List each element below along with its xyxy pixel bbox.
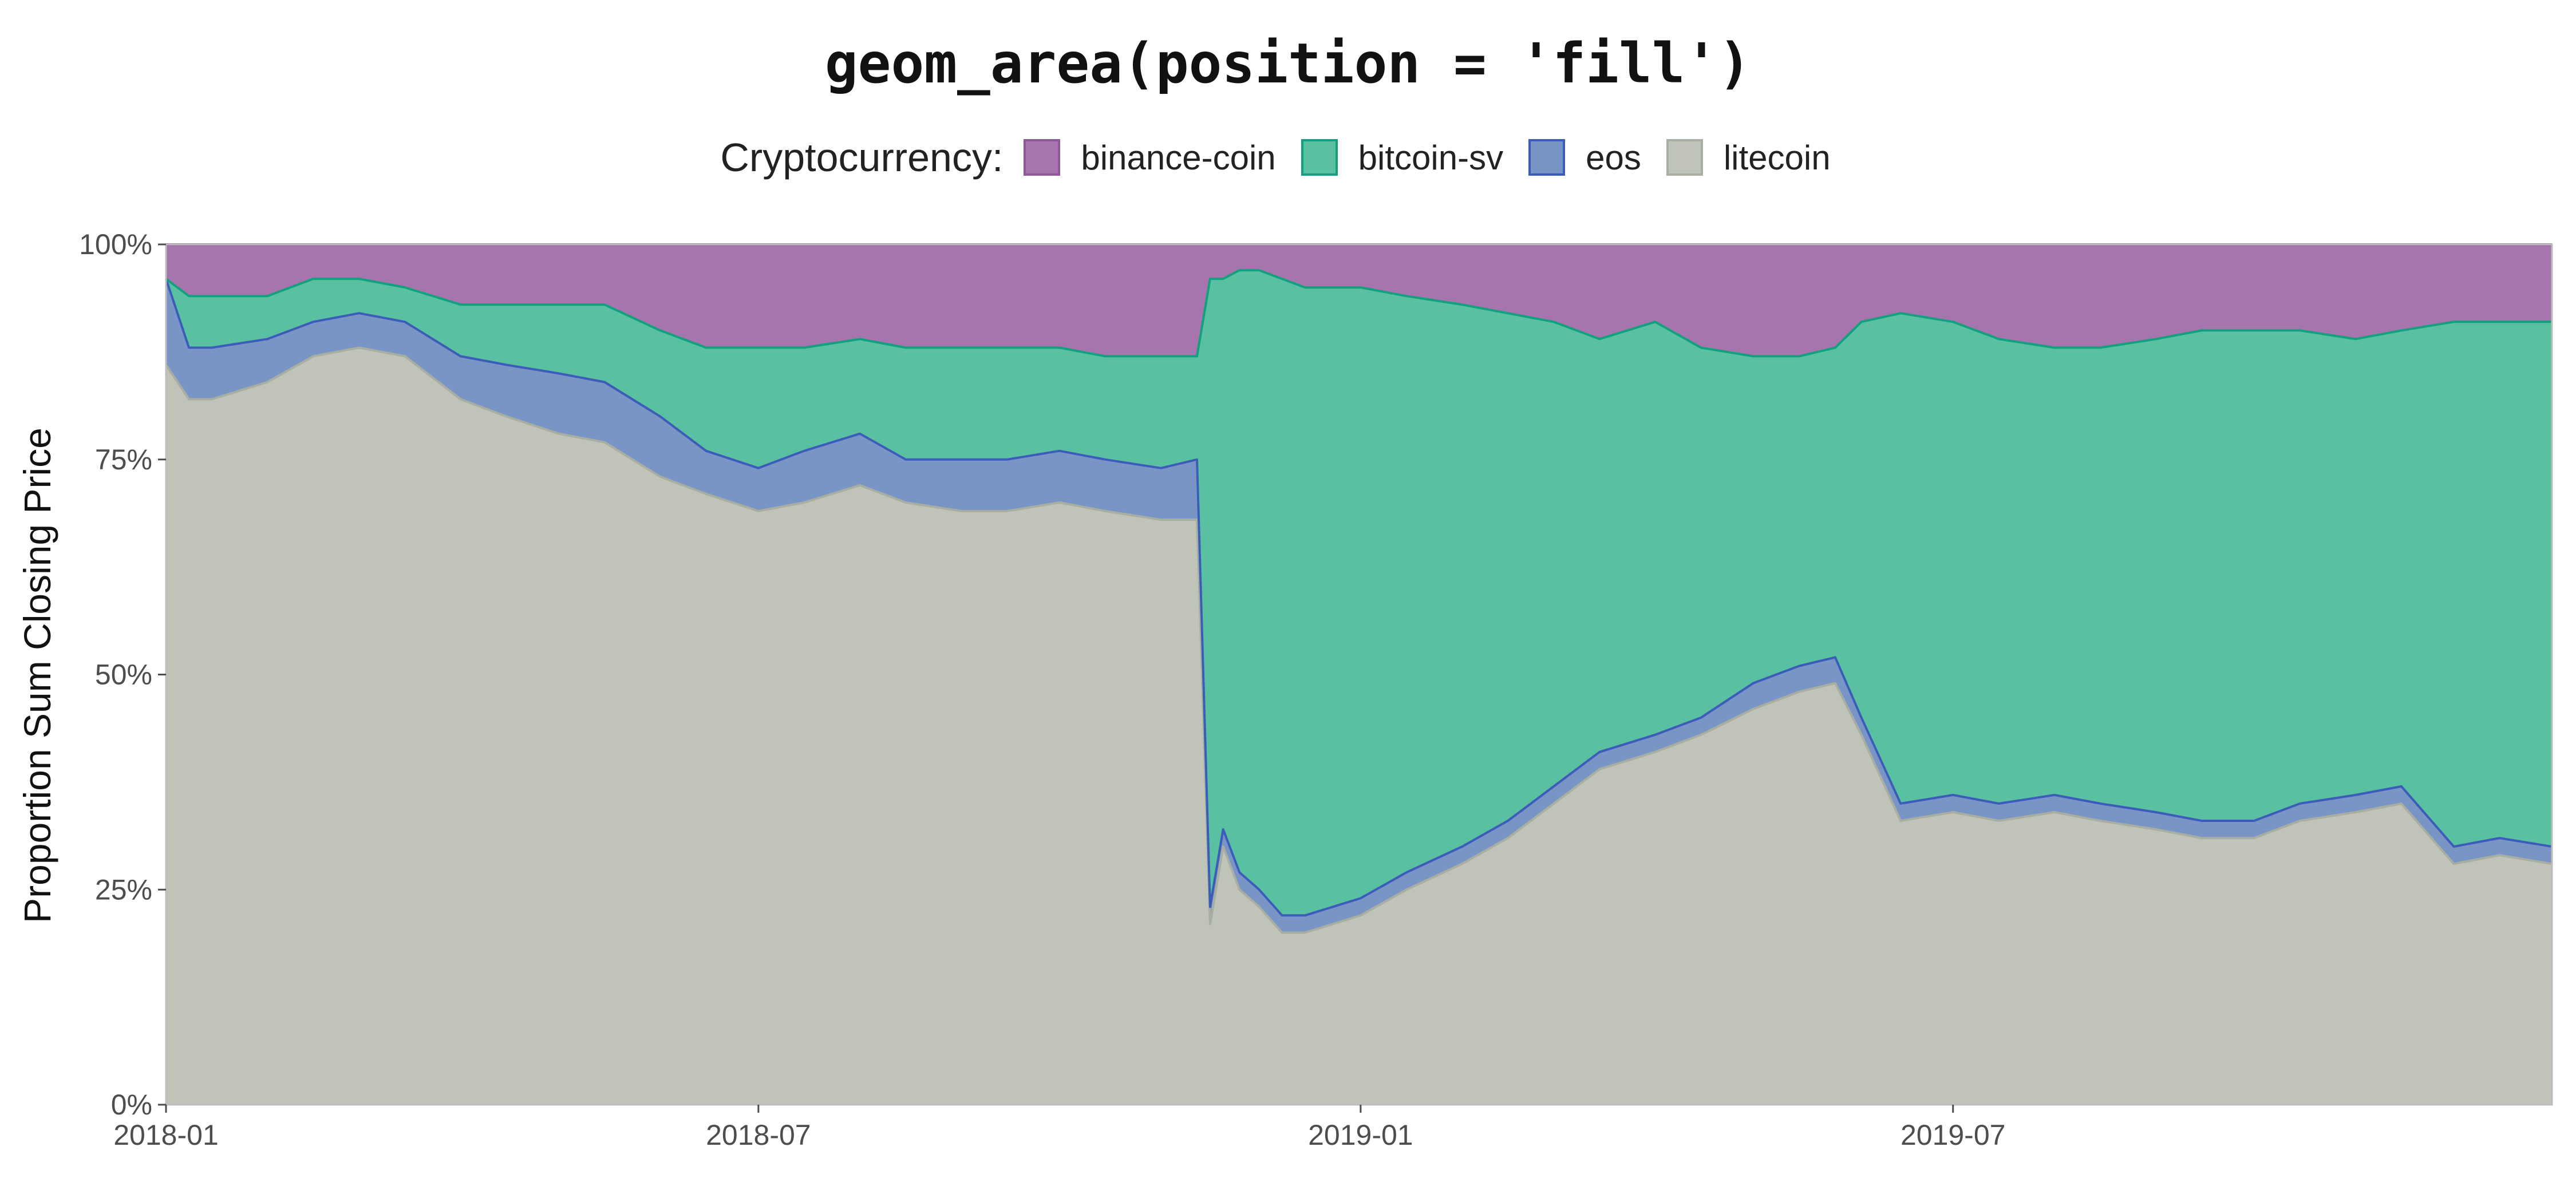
x-tick-label: 2018-07 xyxy=(706,1119,811,1151)
y-axis-label: Proportion Sum Closing Price xyxy=(16,428,58,923)
legend-label-bitcoin-sv: bitcoin-sv xyxy=(1358,138,1504,177)
y-tick-label: 25% xyxy=(95,873,152,906)
y-tick-label: 50% xyxy=(95,659,152,691)
series-line-litecoin xyxy=(165,346,2553,934)
legend-key-litecoin xyxy=(1666,139,1703,176)
y-tick-label: 0% xyxy=(111,1089,152,1121)
legend: Cryptocurrency: binance-coin bitcoin-sv … xyxy=(0,135,2576,180)
area-eos xyxy=(166,279,2552,933)
chart-title: geom_area(position = 'fill') xyxy=(824,31,1752,96)
area-binance-coin xyxy=(166,244,2552,357)
area-bitcoin-sv xyxy=(166,270,2552,916)
legend-key-bitcoin-sv xyxy=(1301,139,1338,176)
y-tick-label: 100% xyxy=(79,228,152,260)
legend-label-eos: eos xyxy=(1586,138,1641,177)
legend-title: Cryptocurrency: xyxy=(720,135,1003,180)
legend-item-bitcoin-sv: bitcoin-sv xyxy=(1301,138,1503,177)
legend-item-binance-coin: binance-coin xyxy=(1024,138,1276,177)
legend-key-eos xyxy=(1528,139,1566,176)
x-tick-label: 2018-01 xyxy=(113,1119,219,1151)
legend-label-litecoin: litecoin xyxy=(1723,138,1831,177)
series-line-bitcoin-sv xyxy=(165,269,2552,358)
area-litecoin xyxy=(166,347,2552,1105)
y-tick-label: 75% xyxy=(95,444,152,476)
legend-item-eos: eos xyxy=(1528,138,1641,177)
x-tick-label: 2019-01 xyxy=(1308,1119,1413,1151)
series-line-eos xyxy=(165,278,2553,917)
legend-key-binance-coin xyxy=(1024,139,1061,176)
x-tick-label: 2019-07 xyxy=(1901,1119,2006,1151)
legend-item-litecoin: litecoin xyxy=(1666,138,1831,177)
legend-label-binance-coin: binance-coin xyxy=(1081,138,1276,177)
